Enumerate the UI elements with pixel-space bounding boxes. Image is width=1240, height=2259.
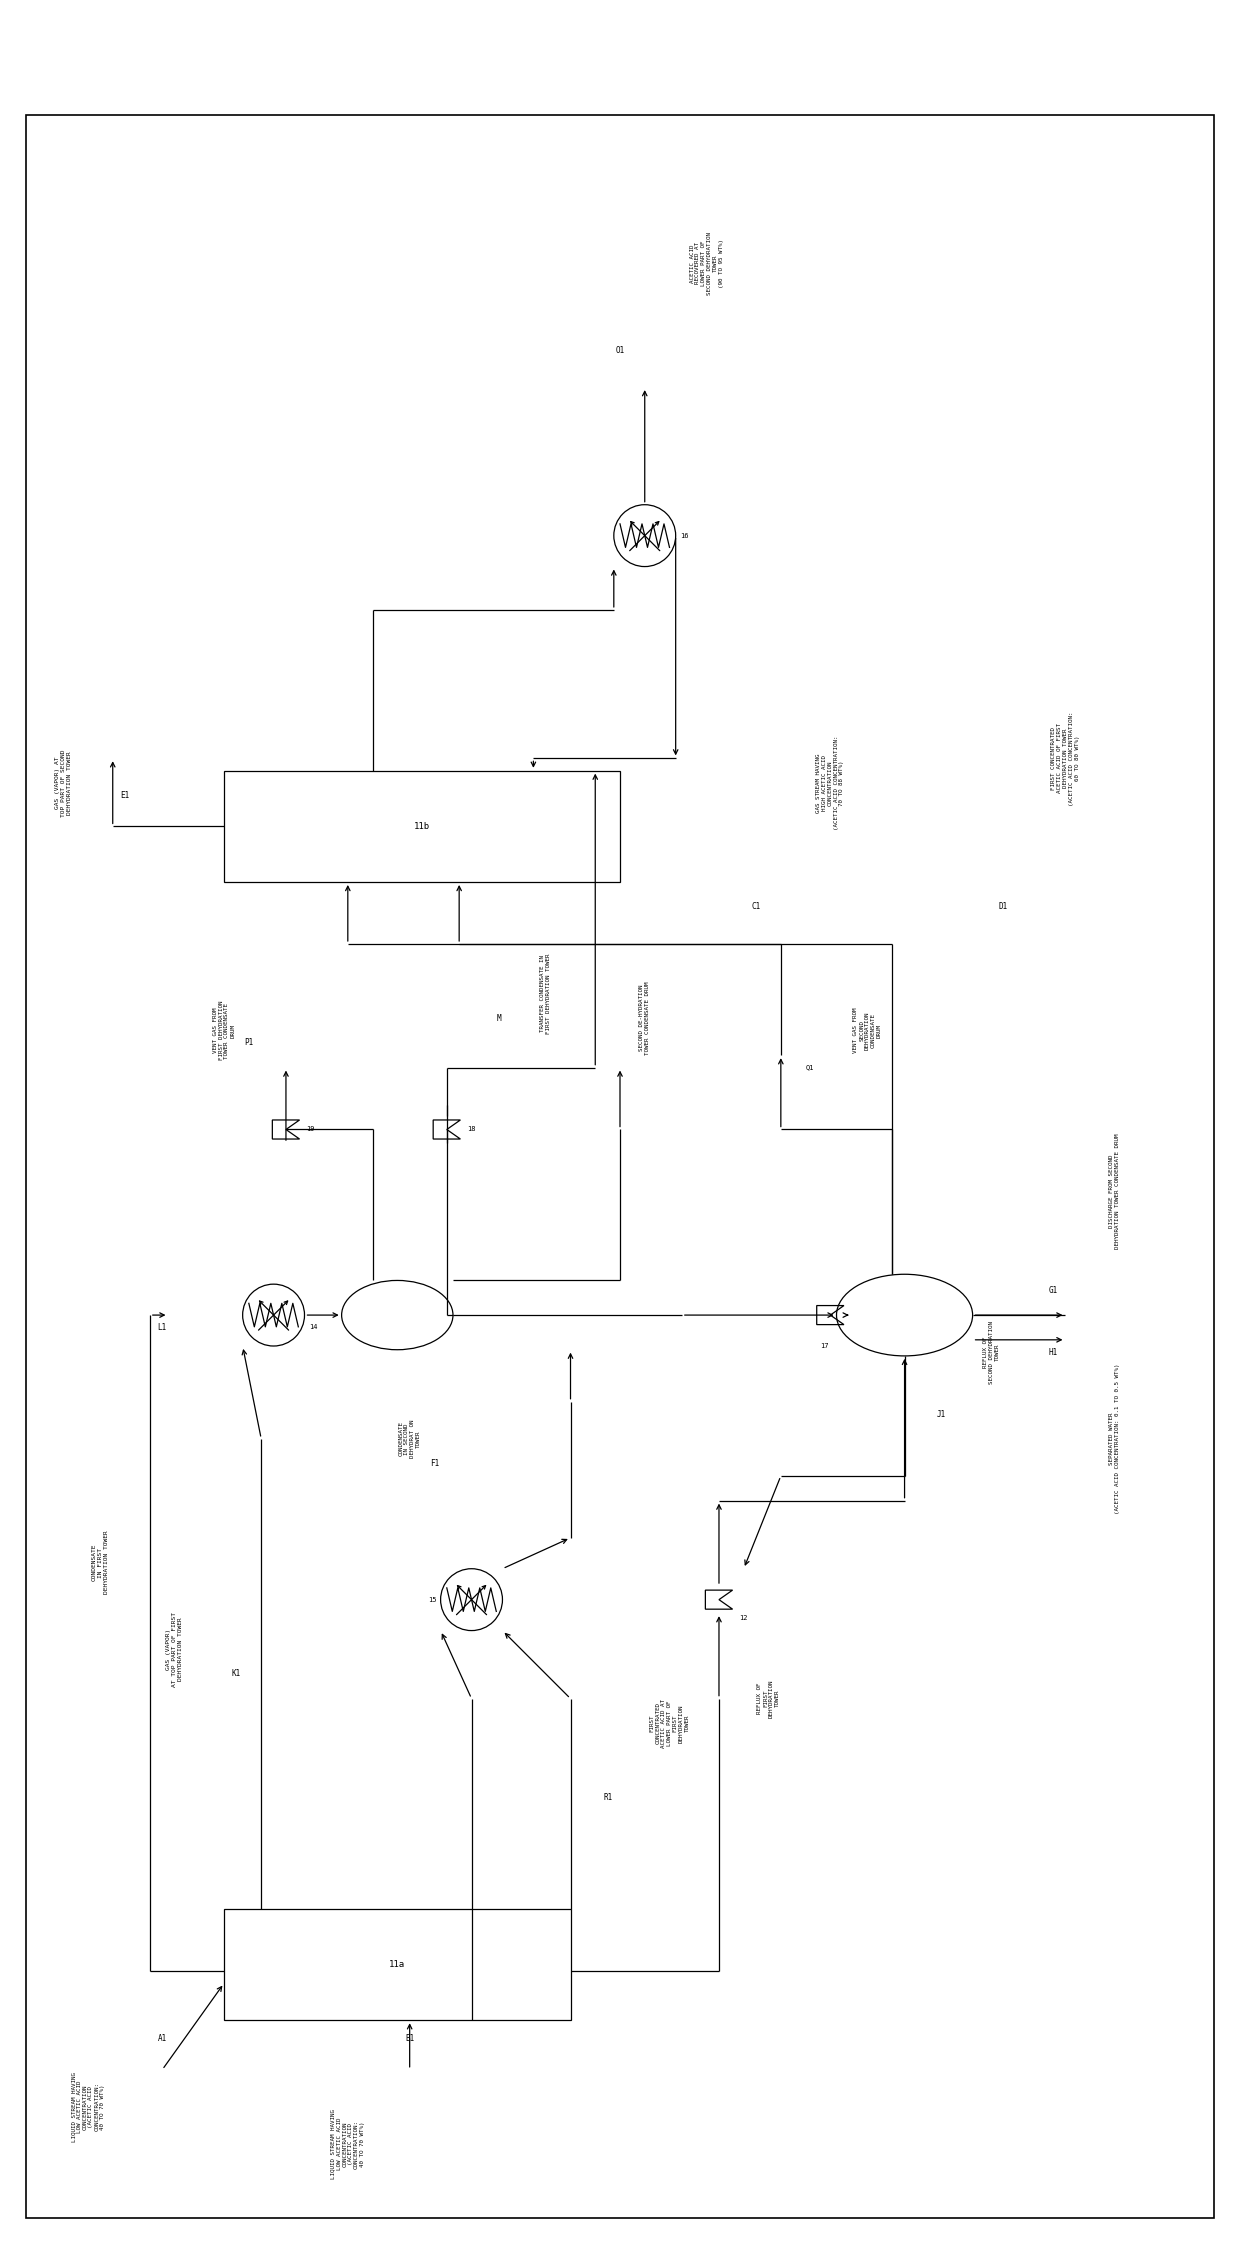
Text: LIQUID STREAM HAVING
LOW ACETIC ACID
CONCENTRATION
(ACETIC ACID
CONCENTRATION:
4: LIQUID STREAM HAVING LOW ACETIC ACID CON… (331, 2110, 365, 2180)
Text: R1: R1 (603, 1794, 613, 1803)
Text: P1: P1 (244, 1039, 253, 1048)
Text: 19: 19 (306, 1127, 315, 1132)
Text: VENT GAS FROM
SECOND
DEHYDRATION
CONDENSATE
DRUM: VENT GAS FROM SECOND DEHYDRATION CONDENS… (853, 1008, 882, 1053)
Text: E1: E1 (120, 791, 130, 800)
Text: 12: 12 (739, 1615, 748, 1622)
Text: G1: G1 (1048, 1285, 1058, 1294)
Text: CONDENSATE
IN FIRST
DEHYDRATION TOWER: CONDENSATE IN FIRST DEHYDRATION TOWER (92, 1532, 109, 1595)
Text: 15: 15 (428, 1597, 436, 1602)
Text: 18: 18 (467, 1127, 476, 1132)
Text: K1: K1 (232, 1669, 241, 1678)
Text: J1: J1 (937, 1410, 946, 1419)
Text: FIRST
CONCENTRATED
ACETIC ACID AT
LOWER PART OF
FIRST
DEHYDRATION
TOWER: FIRST CONCENTRATED ACETIC ACID AT LOWER … (650, 1699, 689, 1748)
Bar (224, 770, 620, 881)
Text: ACETIC ACID
RECOVERED AT
LOWER PART OF
SECOND DEHYDRATION
TOWER
(90 TO 95 WT%): ACETIC ACID RECOVERED AT LOWER PART OF S… (689, 233, 724, 296)
Text: GAS (VAPOR)
AT TOP PART OF FIRST
DEHYDRATION TOWER: GAS (VAPOR) AT TOP PART OF FIRST DEHYDRA… (166, 1611, 184, 1687)
Bar (224, 1909, 570, 2020)
Text: GAS STREAM HAVING
HIGH ACETIC ACID
CONCENTRATION
(ACETIC ACID CONCENTRATION:
70 : GAS STREAM HAVING HIGH ACETIC ACID CONCE… (816, 736, 844, 831)
Text: M: M (496, 1014, 501, 1023)
Text: DISCHARGE FROM SECOND
DEHYDRATION TOWER CONDENSATE DRUM: DISCHARGE FROM SECOND DEHYDRATION TOWER … (1110, 1134, 1120, 1249)
Text: TRANSFER CONDENSATE IN
FIRST DEHYDRATION TOWER: TRANSFER CONDENSATE IN FIRST DEHYDRATION… (541, 953, 551, 1035)
Text: 11b: 11b (414, 822, 430, 831)
Text: 14: 14 (309, 1324, 317, 1331)
Text: VENT GAS FROM
FIRST DEHYDRATION
TOWER CONDENSATE
DRUM: VENT GAS FROM FIRST DEHYDRATION TOWER CO… (213, 1001, 236, 1059)
Text: C1: C1 (751, 901, 760, 910)
Text: REFLUX OF
SECOND DEHYDRATION
TOWER: REFLUX OF SECOND DEHYDRATION TOWER (983, 1322, 999, 1385)
Text: LIQUID STREAM HAVING
LOW ACETIC ACID
CONCENTRATION
(ACETIC ACID
CONCENTRATION:
4: LIQUID STREAM HAVING LOW ACETIC ACID CON… (71, 2072, 105, 2142)
Text: FIRST CONCENTRATED
ACETIC ACID OF FIRST
DEHYDRATION TOWER
(ACETIC ACID CONCENTRA: FIRST CONCENTRATED ACETIC ACID OF FIRST … (1052, 712, 1080, 806)
Text: D1: D1 (999, 901, 1008, 910)
Text: SECOND DE-HYDRATION
TOWER CONDENSATE DRUM: SECOND DE-HYDRATION TOWER CONDENSATE DRU… (640, 980, 650, 1055)
Text: H1: H1 (1048, 1349, 1058, 1358)
Text: L1: L1 (157, 1324, 167, 1333)
Text: O1: O1 (615, 346, 625, 355)
Text: 16: 16 (680, 533, 688, 538)
Text: A1: A1 (157, 2035, 167, 2044)
Text: REFLUX OF
FIRST
DEHYDRATION
TOWER: REFLUX OF FIRST DEHYDRATION TOWER (758, 1678, 780, 1717)
Text: SEPARATED WATER
(ACETIC ACID CONCENTRATION: 0.1 TO 0.5 WT%): SEPARATED WATER (ACETIC ACID CONCENTRATI… (1110, 1364, 1120, 1514)
Text: GAS (VAPOR) AT
TOP PART OF SECOND
DEHYDRATION TOWER: GAS (VAPOR) AT TOP PART OF SECOND DEHYDR… (55, 750, 72, 818)
Text: CONDENSATE
IN SECOND
DEHYDRAT ON
TOWER: CONDENSATE IN SECOND DEHYDRAT ON TOWER (398, 1419, 420, 1457)
Text: 11a: 11a (389, 1961, 405, 1970)
Text: 17: 17 (820, 1344, 828, 1349)
Text: Q1: Q1 (806, 1064, 815, 1071)
Text: F1: F1 (430, 1459, 439, 1468)
Text: B1: B1 (405, 2035, 414, 2044)
